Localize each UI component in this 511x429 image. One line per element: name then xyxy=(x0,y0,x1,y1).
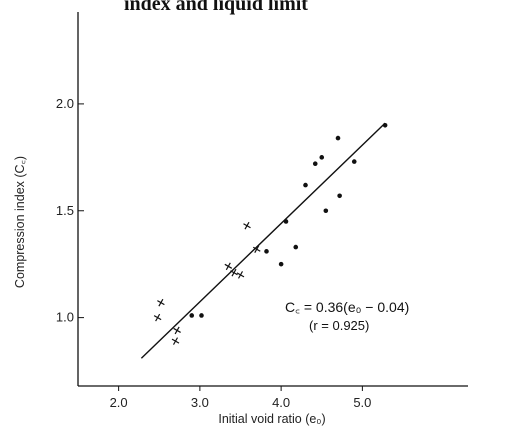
dot-point xyxy=(293,244,299,250)
dot-point xyxy=(189,313,195,318)
dot-point xyxy=(319,155,325,160)
x-tick-label: 2.0 xyxy=(110,395,128,410)
cross-point xyxy=(230,268,238,277)
dot-point xyxy=(351,159,357,164)
x-tick-label: 4.0 xyxy=(272,395,290,410)
dot-point xyxy=(337,193,342,199)
cross-point xyxy=(171,337,180,345)
x-tick-label: 5.0 xyxy=(353,395,371,410)
dot-point xyxy=(303,182,308,188)
dot-point xyxy=(278,261,284,267)
correlation-label: (r = 0.925) xyxy=(309,318,369,333)
dot-point xyxy=(199,313,204,318)
cross-point xyxy=(252,245,261,254)
cross-point xyxy=(236,271,245,279)
chart-title: index and liquid limit xyxy=(124,0,308,15)
y-tick-label: 1.0 xyxy=(56,310,74,325)
cross-point xyxy=(157,298,165,307)
x-tick-label: 3.0 xyxy=(191,395,209,410)
dot-point xyxy=(264,249,269,254)
dot-point xyxy=(283,219,289,224)
regression-line xyxy=(140,122,386,359)
y-tick-label: 2.0 xyxy=(56,96,74,111)
x-axis-label: Initial void ratio (e₀) xyxy=(218,412,325,426)
cross-point xyxy=(224,262,233,271)
dot-point xyxy=(335,135,341,141)
y-tick-label: 1.5 xyxy=(56,203,74,218)
dot-point xyxy=(312,161,318,167)
ticks: 2.0 3.0 4.0 5.0 1.0 1.5 2.0 xyxy=(56,96,371,410)
y-axis-label: Compression index (C꜀) xyxy=(13,156,27,288)
dot-point xyxy=(382,122,388,128)
regression-equation: C꜀ = 0.36(e₀ − 0.04) xyxy=(285,299,409,315)
dot-point xyxy=(323,208,329,214)
cross-point xyxy=(243,221,251,230)
axes xyxy=(77,12,468,387)
cross-point xyxy=(153,313,162,322)
cross-point xyxy=(173,326,181,335)
data-points xyxy=(153,122,388,345)
